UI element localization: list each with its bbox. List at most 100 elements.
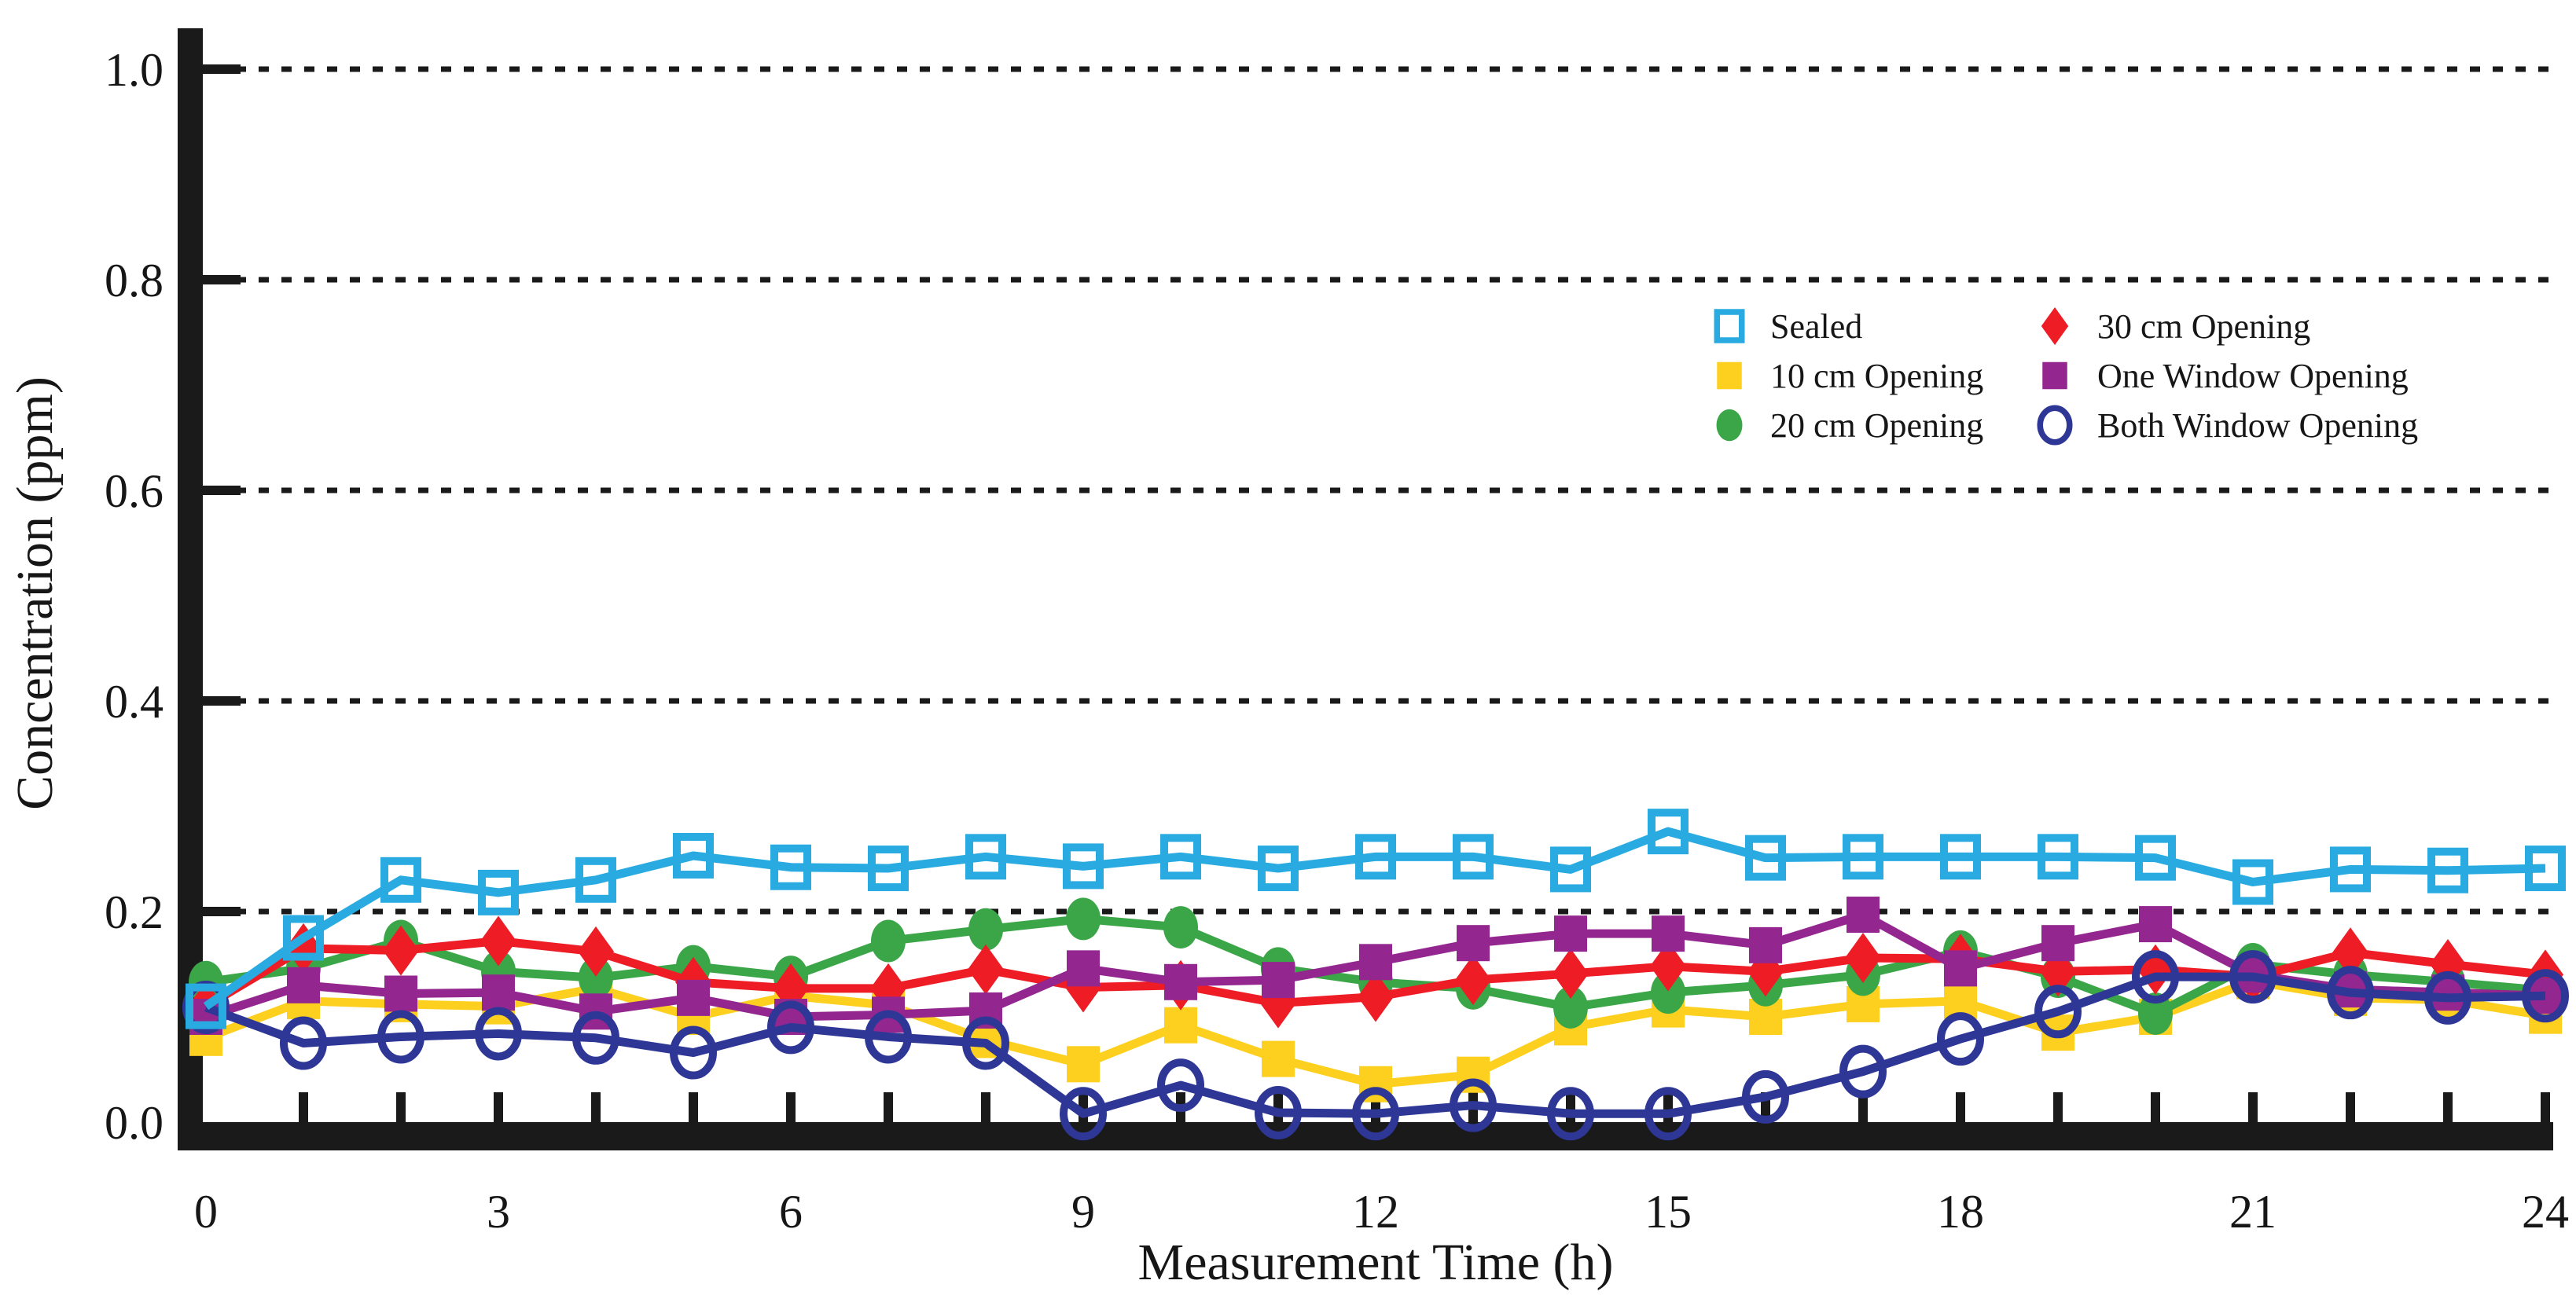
data-point — [767, 1000, 814, 1055]
x-tick — [494, 1092, 503, 1122]
y-tick-label: 0.0 — [105, 1097, 164, 1149]
data-point — [1940, 834, 1981, 880]
data-point — [1550, 846, 1591, 893]
legend-label: 20 cm Opening — [1770, 406, 1983, 445]
data-point — [1164, 963, 1197, 1000]
y-tick-label: 0.8 — [105, 255, 164, 306]
x-tick — [2346, 1092, 2355, 1122]
data-point — [2522, 969, 2569, 1023]
x-tick-label: 6 — [779, 1186, 803, 1238]
tick-labels: 0.0 0.2 0.4 0.6 0.8 1.0 0 3 6 9 12 15 18 21 24 — [105, 44, 2569, 1238]
data-point — [2427, 847, 2468, 893]
data-point — [962, 1016, 1009, 1070]
x-tick — [591, 1092, 601, 1122]
data-point — [377, 1010, 424, 1064]
data-point — [2037, 405, 2073, 446]
legend-item-10-cm-opening: 10 cm Opening — [1717, 357, 1983, 395]
data-point — [965, 834, 1006, 880]
x-tick — [689, 1092, 698, 1122]
x-tick — [981, 1092, 990, 1122]
data-point — [1547, 1087, 1594, 1141]
data-point — [2229, 950, 2277, 1004]
series-line — [203, 827, 2546, 1011]
x-tick — [1858, 1092, 1868, 1122]
x-tick — [396, 1092, 406, 1122]
y-tick — [203, 64, 241, 74]
data-point — [968, 908, 1003, 951]
data-point — [1644, 1087, 1692, 1141]
data-point — [2232, 859, 2273, 905]
legend-label: 10 cm Opening — [1770, 357, 1983, 395]
legend-item-30-cm-opening: 30 cm Opening — [2041, 307, 2310, 346]
data-point — [1717, 361, 1742, 390]
data-point — [677, 979, 710, 1016]
x-tick — [1956, 1092, 1965, 1122]
x-tick — [786, 1092, 796, 1122]
data-point — [283, 915, 324, 961]
data-point — [2041, 925, 2074, 962]
legend-item-both-window-opening: Both Window Opening — [2037, 405, 2418, 446]
legend: Sealed 10 cm Opening 20 cm Opening 30 cm Op… — [1714, 307, 2418, 446]
x-tick — [1273, 1092, 1283, 1122]
data-point — [287, 967, 320, 1003]
data-point — [1716, 409, 1743, 442]
data-point — [1652, 915, 1685, 952]
data-point — [572, 1011, 619, 1065]
gridlines — [236, 66, 2555, 915]
legend-item-20-cm-opening: 20 cm Opening — [1716, 406, 1983, 445]
data-point — [2332, 927, 2368, 978]
series-both-window-opening — [182, 950, 2569, 1141]
x-tick-label: 9 — [1071, 1186, 1095, 1238]
data-point — [1359, 944, 1392, 981]
legend-item-sealed: Sealed — [1714, 307, 1862, 346]
data-point — [383, 925, 419, 976]
data-point — [578, 926, 614, 977]
data-point — [871, 919, 906, 963]
x-tick — [2443, 1092, 2453, 1122]
data-point — [1839, 1044, 1887, 1099]
data-point — [865, 1010, 912, 1064]
y-tick-label: 0.4 — [105, 676, 164, 728]
legend-item-one-window-opening: One Window Opening — [2042, 357, 2409, 395]
data-point — [2424, 970, 2471, 1025]
data-point — [2330, 846, 2371, 893]
data-point — [1453, 834, 1494, 880]
x-tick — [2053, 1092, 2063, 1122]
legend-label: One Window Opening — [2097, 357, 2409, 395]
data-point — [2038, 834, 2078, 880]
legend-label: 30 cm Opening — [2097, 307, 2310, 346]
x-axis-title: Measurement Time (h) — [1138, 1234, 1614, 1291]
data-point — [1455, 955, 1491, 1006]
data-point — [1651, 971, 1685, 1014]
data-point — [2135, 835, 2176, 881]
y-axis-title: Concentration (ppm) — [6, 376, 64, 810]
data-point — [575, 857, 616, 903]
data-point — [2034, 985, 2082, 1039]
data-point — [1255, 1085, 1302, 1139]
legend-label: Sealed — [1770, 307, 1862, 346]
data-point — [1066, 897, 1101, 941]
y-tick-label: 1.0 — [105, 44, 164, 96]
data-point — [1355, 834, 1396, 880]
data-point — [1648, 809, 1689, 855]
data-point — [1160, 834, 1201, 880]
x-tick-label: 24 — [2522, 1186, 2569, 1238]
data-point — [480, 915, 516, 967]
x-tick-label: 12 — [1352, 1186, 1399, 1238]
data-point — [186, 983, 226, 1029]
data-point — [1262, 962, 1295, 999]
x-tick — [299, 1092, 308, 1122]
data-series — [182, 809, 2569, 1141]
data-point — [1944, 950, 1977, 987]
x-tick — [2248, 1092, 2258, 1122]
data-point — [380, 857, 421, 903]
data-point — [478, 869, 519, 915]
data-point — [1742, 1069, 1789, 1124]
data-point — [968, 944, 1004, 995]
data-point — [2139, 906, 2172, 943]
x-tick-label: 3 — [487, 1186, 510, 1238]
data-point — [1163, 906, 1198, 949]
data-point — [2327, 966, 2374, 1020]
data-point — [2041, 307, 2069, 345]
